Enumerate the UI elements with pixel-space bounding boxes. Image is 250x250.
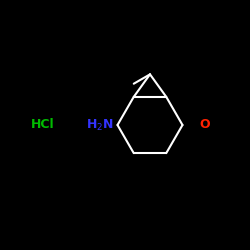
Text: H$_2$N: H$_2$N [86,118,114,132]
Text: O: O [200,118,210,132]
Text: HCl: HCl [31,118,54,132]
